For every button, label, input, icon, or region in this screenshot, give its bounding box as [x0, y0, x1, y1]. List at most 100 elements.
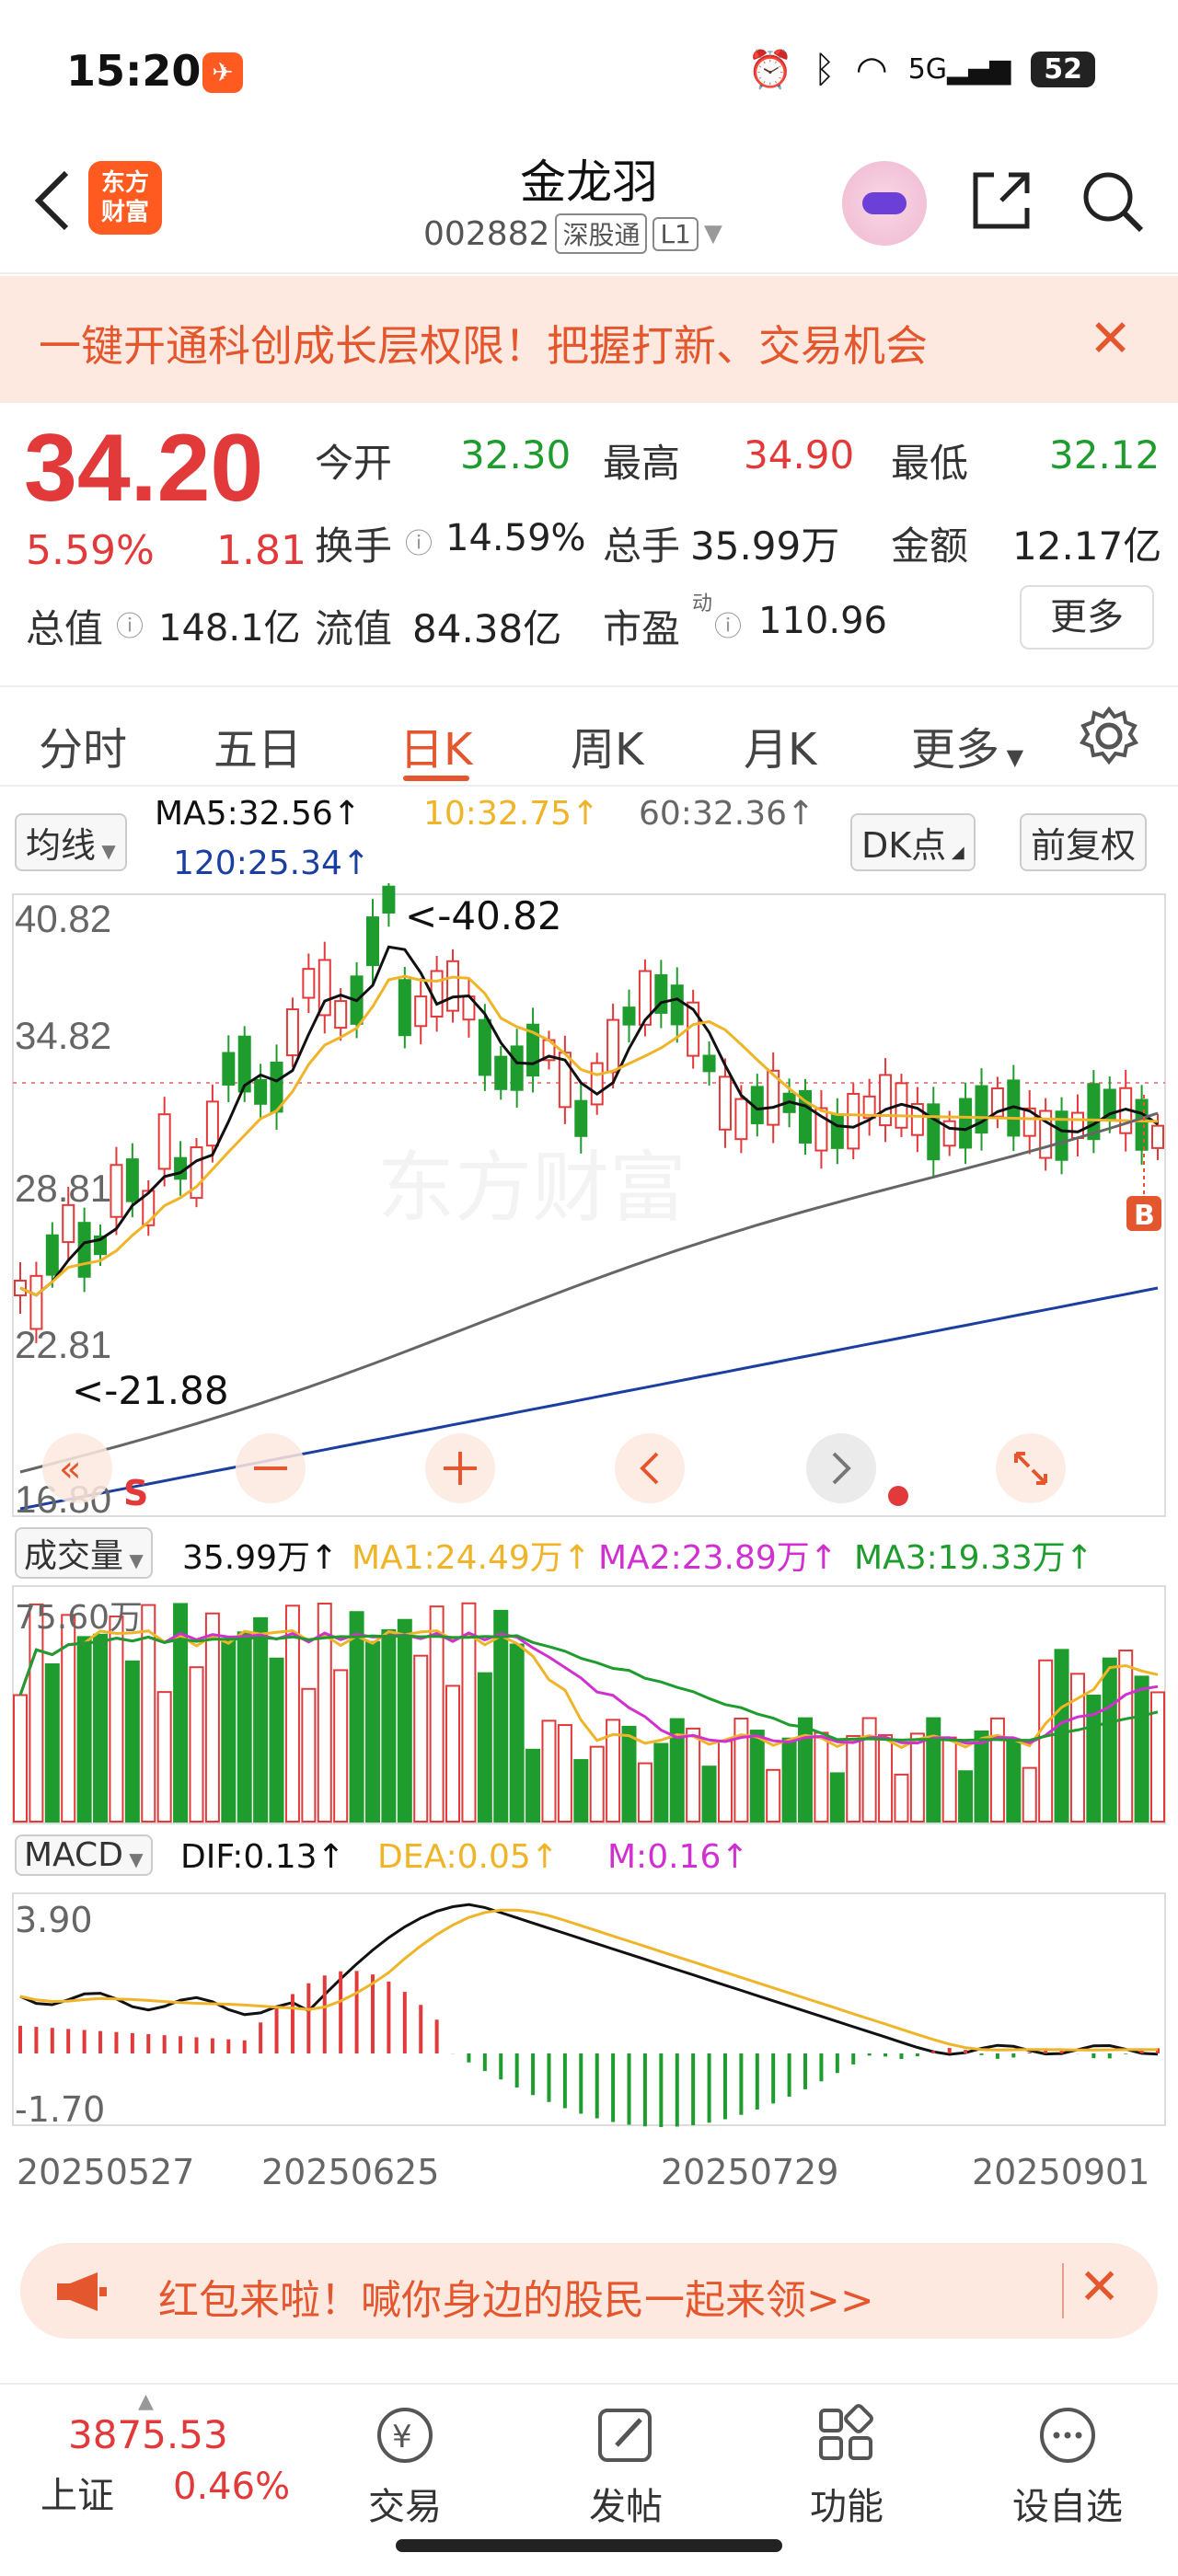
gear-icon[interactable]: [1077, 704, 1141, 768]
buy-marker-box: [1126, 1196, 1161, 1231]
tab-five-day[interactable]: 五日: [214, 724, 303, 776]
candlestick: [590, 1062, 604, 1106]
volume-bar: [958, 1770, 974, 1823]
date-label: 20250729: [661, 2152, 838, 2192]
home-indicator[interactable]: [396, 2539, 782, 2552]
pe-label: 市盈: [603, 606, 681, 651]
turnover-label: 换手: [315, 523, 393, 569]
turnover-value: 14.59%: [445, 517, 586, 559]
open-value: 32.30: [460, 432, 572, 477]
tab-monthly-k[interactable]: 月K: [744, 724, 817, 776]
promo-text[interactable]: 红包来啦！喊你身边的股民一起来领>>: [158, 2277, 874, 2324]
buy-marker: B: [1134, 1200, 1155, 1232]
banner-text[interactable]: 一键开通科创成长层权限！把握打新、交易机会: [39, 321, 928, 371]
volume-bar: [173, 1603, 189, 1823]
scroll-left-button[interactable]: [615, 1433, 685, 1503]
jump-start-button[interactable]: [42, 1433, 112, 1503]
index-percent[interactable]: 0.46%: [173, 2466, 291, 2508]
bluetooth-icon: ᛒ: [813, 48, 836, 91]
share-icon[interactable]: [966, 166, 1036, 236]
adjust-button[interactable]: 前复权: [1020, 813, 1148, 871]
stock-code-row[interactable]: 002882 深股通 L1 ▼: [423, 213, 722, 254]
volume-bar: [61, 1614, 76, 1823]
promo-banner[interactable]: 一键开通科创成长层权限！把握打新、交易机会 ✕: [0, 276, 1178, 403]
more-button[interactable]: 更多: [1020, 585, 1154, 650]
mktcap-value: 148.1亿: [158, 607, 301, 650]
volume-bars: [13, 1602, 1165, 2056]
candlestick: [638, 970, 652, 1026]
volume-bar: [1038, 1659, 1054, 1823]
volume-bar: [253, 1616, 269, 1823]
close-icon[interactable]: ✕: [1079, 2258, 1121, 2316]
tab-intraday[interactable]: 分时: [39, 724, 128, 776]
volume-bar: [461, 1602, 477, 1823]
indicator-dot: [888, 1486, 908, 1506]
search-icon[interactable]: [1077, 166, 1147, 236]
nav-trade[interactable]: ¥ 交易: [331, 2403, 479, 2530]
kline-y-label: 22.81: [15, 1323, 111, 1366]
red-packet-promo[interactable]: 红包来啦！喊你身边的股民一起来领>> ✕: [20, 2243, 1158, 2339]
volume-ma2-line: [18, 1631, 1159, 1745]
macd-dea: DEA:0.05↑: [377, 1838, 559, 1876]
stock-chart[interactable]: 东方财富 40.82 34.82 28.81 22.81 16.80 <-40.…: [0, 883, 1178, 2226]
volume-bar: [1134, 1675, 1149, 1823]
volume-bar: [974, 1730, 989, 1823]
volume-bar: [846, 1734, 861, 1823]
volume-bar: [941, 1736, 957, 1823]
status-bar: 15:20 ✈ ⏰ ᛒ ◠ 5G▂▄▆ 52: [0, 0, 1178, 138]
chevron-right-icon[interactable]: [832, 1452, 851, 1485]
candlestick: [830, 1113, 844, 1149]
volume-bar: [93, 1633, 109, 1823]
nav-functions[interactable]: 功能: [773, 2403, 920, 2530]
expand-icon[interactable]: [1014, 1452, 1047, 1485]
volume-bar: [413, 1654, 429, 1823]
volume-bar: [109, 1616, 124, 1823]
high-label: 最高: [603, 441, 681, 486]
candlestick: [302, 968, 316, 999]
nav-post[interactable]: 发帖: [552, 2403, 699, 2530]
tab-daily-k[interactable]: 日K: [399, 724, 473, 776]
chevron-left-icon[interactable]: [640, 1452, 659, 1485]
index-name[interactable]: 上证: [40, 2475, 114, 2517]
plus-icon[interactable]: [444, 1452, 477, 1485]
volume-bar: [798, 1717, 814, 1823]
candlestick: [510, 1045, 524, 1091]
volume-bar: [189, 1666, 204, 1823]
close-icon[interactable]: ✕: [1089, 309, 1132, 369]
float-label: 流值: [315, 606, 393, 651]
index-value[interactable]: 3875.53: [68, 2412, 228, 2457]
dk-point-button[interactable]: DK点 ◢: [850, 813, 976, 871]
scroll-right-button[interactable]: [806, 1433, 876, 1503]
candlestick: [975, 1085, 988, 1134]
volume-bar: [124, 1660, 140, 1823]
macd-selector[interactable]: MACD ▼: [15, 1834, 153, 1876]
volume-selector[interactable]: 成交量 ▼: [15, 1527, 153, 1579]
candlestick: [847, 1092, 860, 1150]
candlestick: [1070, 1111, 1084, 1140]
date-label: 20250527: [17, 2152, 194, 2192]
ma-selector[interactable]: 均线 ▼: [15, 813, 127, 871]
app-logo[interactable]: 东方 财富: [88, 161, 162, 235]
candlestick: [494, 1055, 508, 1090]
info-icon[interactable]: ⓘ: [116, 611, 144, 643]
double-chevron-left-icon[interactable]: «: [59, 1448, 81, 1490]
volume-bar: [156, 1691, 172, 1823]
fullscreen-button[interactable]: [996, 1433, 1066, 1503]
candlestick: [414, 995, 428, 1028]
grid-icon: [819, 2404, 873, 2460]
caret-up-icon[interactable]: ▲: [138, 2390, 154, 2413]
status-icons: ⏰ ᛒ ◠ 5G▂▄▆ 52: [747, 48, 1095, 91]
edit-icon: [598, 2409, 652, 2462]
tab-weekly-k[interactable]: 周K: [571, 724, 644, 776]
ma5-line: [19, 945, 1159, 1297]
candlestick: [718, 1075, 732, 1131]
nav-watchlist[interactable]: 设自选: [994, 2403, 1141, 2530]
info-icon[interactable]: ⓘ: [714, 611, 742, 643]
info-icon[interactable]: ⓘ: [405, 528, 433, 560]
volume-bar: [861, 1717, 877, 1823]
ai-assistant-avatar[interactable]: [842, 161, 927, 246]
candlestick: [254, 1078, 268, 1105]
tab-more[interactable]: 更多 ▼: [911, 724, 1024, 776]
ma60-value: 60:32.36↑: [639, 795, 815, 833]
back-arrow-icon[interactable]: [26, 164, 81, 237]
